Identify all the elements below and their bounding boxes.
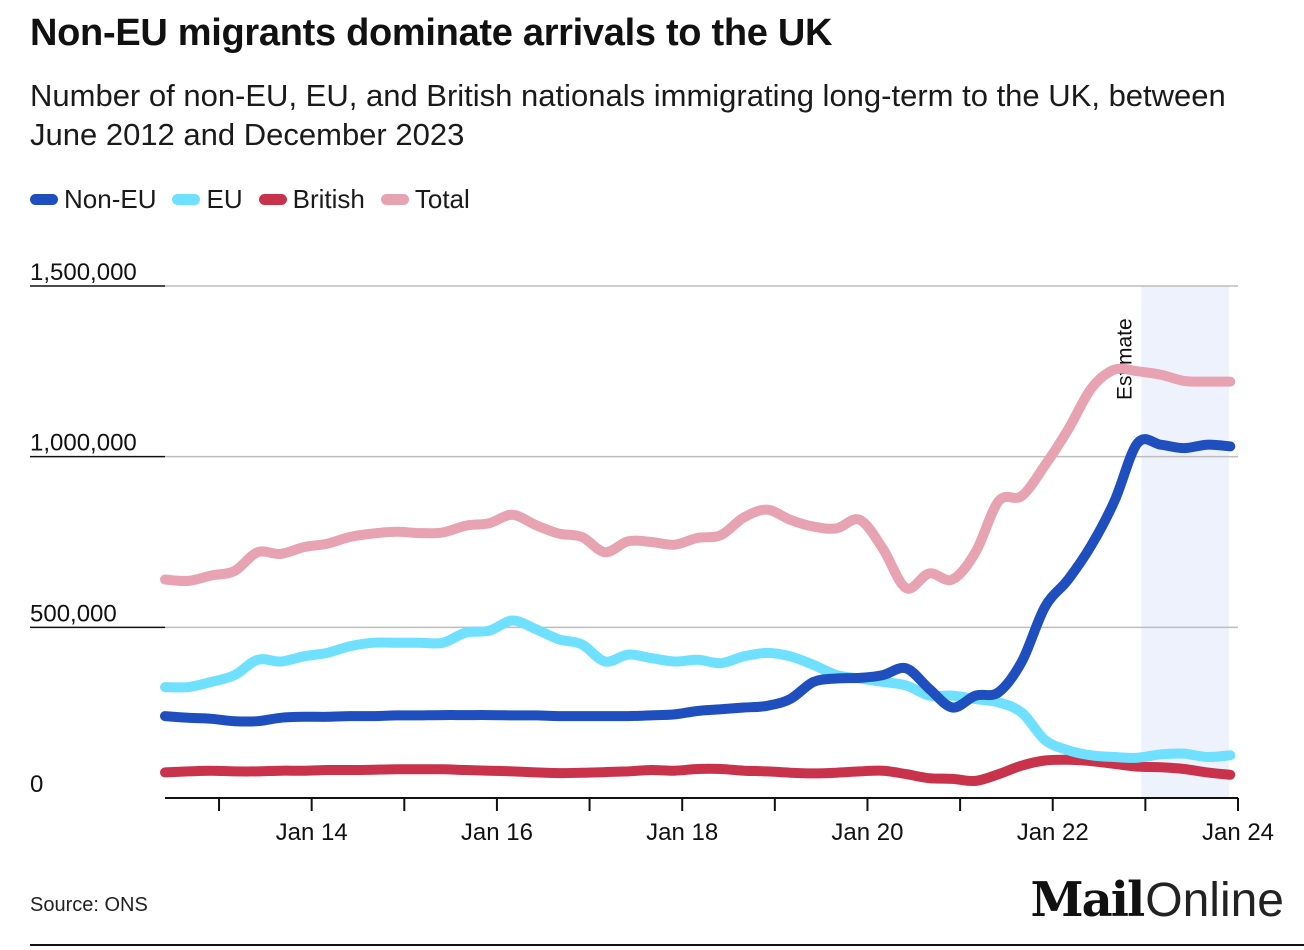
legend-item: Total: [380, 184, 470, 215]
x-tick-label: Jan 22: [1017, 819, 1089, 846]
estimate-region: [1141, 286, 1229, 798]
legend-item: EU: [172, 184, 243, 215]
x-tick-label: Jan 16: [461, 819, 533, 846]
source-note: Source: ONS: [30, 894, 148, 916]
estimate-label: Estimate: [1113, 318, 1136, 400]
x-tick-label: Jan 24: [1202, 819, 1274, 846]
series-line-total: [160, 363, 1236, 594]
y-tick-label: 0: [30, 771, 43, 798]
x-tick-label: Jan 14: [276, 819, 348, 846]
x-tick-label: Jan 18: [646, 819, 718, 846]
chart-legend: Non-EU EU British Total: [30, 184, 486, 215]
logo-online-text: Online: [1145, 874, 1284, 927]
legend-label: Non-EU: [64, 184, 157, 214]
mailonline-logo: Mail Online: [1031, 872, 1284, 928]
x-tick-label: Jan 20: [831, 819, 903, 846]
chart-subtitle: Number of non-EU, EU, and British nation…: [30, 78, 1226, 152]
series-line-british: [160, 754, 1236, 787]
legend-swatch: [380, 194, 409, 205]
y-tick-label: 500,000: [30, 600, 117, 627]
legend-label: EU: [206, 184, 243, 214]
line-chart: 0 500,000 1,000,000 1,500,000 Jan 14 Jan 16 Ja…: [30, 259, 1274, 846]
chart-title: Non-EU migrants dominate arrivals to the…: [30, 12, 833, 54]
legend-swatch: [258, 194, 287, 205]
legend-item: British: [258, 184, 365, 215]
y-tick-label: 1,000,000: [30, 430, 137, 457]
legend-label: Total: [414, 184, 470, 214]
y-tick-label: 1,500,000: [30, 259, 137, 286]
legend-swatch: [30, 194, 58, 205]
series-line-non-eu: [160, 434, 1236, 727]
bottom-rule: [30, 944, 1304, 946]
legend-swatch: [172, 194, 201, 205]
legend-label: British: [292, 184, 365, 214]
logo-mail-text: Mail: [1030, 872, 1146, 928]
legend-item: Non-EU: [30, 184, 156, 215]
series-line-eu: [160, 615, 1236, 763]
